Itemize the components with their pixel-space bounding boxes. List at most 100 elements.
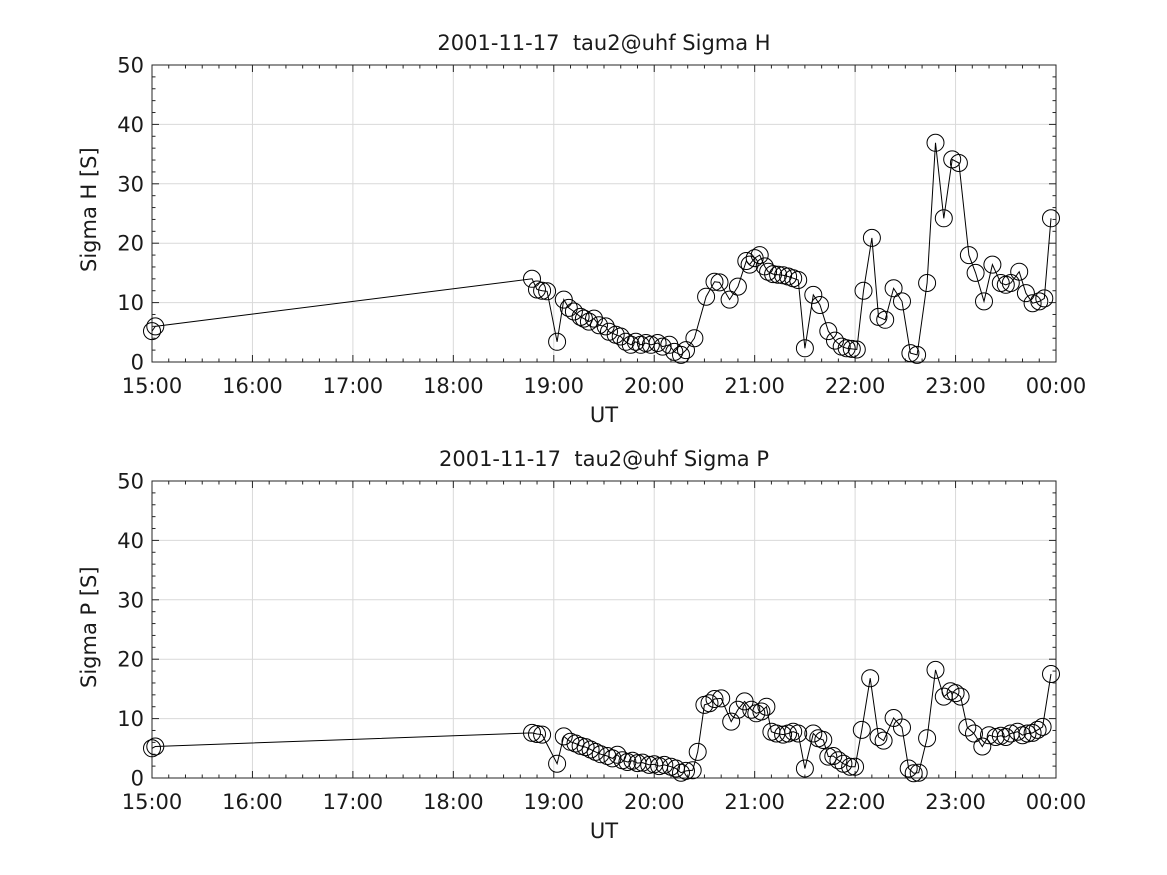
data-point	[1033, 717, 1052, 736]
data-point	[795, 759, 814, 778]
data-point	[841, 757, 860, 776]
data-point	[590, 316, 608, 335]
data-point	[884, 279, 903, 298]
y-tick-label: 0	[131, 767, 144, 791]
data-point	[975, 292, 993, 311]
data-point	[574, 309, 593, 328]
data-point	[958, 718, 977, 737]
data-point	[598, 747, 617, 765]
data-point	[854, 281, 873, 300]
y-tick-label: 10	[117, 707, 144, 731]
x-tick-label: 00:00	[1026, 790, 1087, 814]
x-tick-label: 15:00	[122, 790, 183, 814]
data-point	[538, 282, 557, 301]
data-point	[737, 252, 756, 270]
data-point	[1030, 292, 1049, 311]
data-point	[603, 749, 622, 768]
data-point	[973, 737, 992, 756]
x-tick-label: 21:00	[724, 374, 785, 398]
data-point	[720, 290, 739, 309]
data-point	[1035, 289, 1054, 308]
data-point	[705, 690, 724, 708]
data-point	[722, 712, 741, 731]
y-tick-label: 30	[117, 172, 144, 196]
data-point	[750, 246, 769, 265]
data-point	[683, 761, 702, 780]
data-point	[143, 322, 161, 341]
y-axis-label-sigma-p: Sigma P [S]	[77, 566, 101, 688]
data-point	[1023, 723, 1042, 742]
data-point	[959, 246, 978, 265]
y-tick-label: 10	[117, 291, 144, 315]
data-point	[641, 335, 660, 354]
data-point	[847, 340, 866, 359]
data-point	[1016, 284, 1035, 303]
data-point	[728, 277, 747, 296]
data-point	[712, 689, 731, 708]
data-point	[759, 262, 778, 281]
chart-title-sigma-p: 2001-11-17 tau2@uhf Sigma P	[438, 447, 769, 471]
data-point	[824, 747, 843, 765]
x-tick-label: 23:00	[925, 374, 986, 398]
data-point	[576, 738, 595, 757]
data-point	[983, 255, 1002, 274]
data-point	[548, 332, 567, 351]
data-point	[1042, 665, 1060, 683]
data-point	[899, 759, 918, 778]
data-point	[740, 255, 759, 274]
data-point	[146, 737, 165, 756]
data-point	[789, 724, 808, 743]
data-point	[533, 725, 552, 744]
y-tick-label: 50	[117, 470, 144, 494]
data-point	[1018, 724, 1037, 743]
data-point	[700, 694, 719, 713]
data-point	[965, 724, 983, 743]
data-point	[523, 269, 541, 288]
data-point	[811, 296, 829, 314]
data-point	[533, 281, 552, 300]
tick-labels: 15:00 16:00 17:00 18:00 19:00 20:00 21:00 22:00…	[117, 54, 1086, 399]
data-point	[804, 285, 823, 304]
x-tick-label: 22:00	[825, 790, 886, 814]
y-tick-label: 0	[131, 351, 144, 375]
series-markers	[143, 133, 1060, 364]
data-point	[869, 728, 888, 746]
x-tick-label: 20:00	[624, 790, 685, 814]
y-tick-label: 20	[117, 232, 144, 256]
data-point	[837, 339, 856, 358]
x-tick-label: 00:00	[1026, 374, 1087, 398]
data-point	[571, 307, 590, 326]
data-point	[951, 687, 970, 706]
data-point	[789, 271, 808, 289]
data-point	[764, 265, 783, 284]
data-point	[626, 332, 645, 351]
data-point	[893, 718, 911, 737]
y-tick-label: 40	[117, 113, 144, 137]
data-point	[559, 298, 578, 317]
data-point	[852, 720, 871, 739]
data-point	[842, 339, 861, 358]
data-point	[876, 310, 895, 329]
x-tick-label: 16:00	[222, 374, 283, 398]
data-point	[909, 763, 928, 782]
data-point	[655, 755, 674, 774]
data-point	[819, 322, 838, 341]
data-point	[1023, 294, 1042, 313]
series-line	[151, 669, 1052, 774]
data-point	[918, 729, 937, 748]
data-point	[648, 334, 667, 352]
y-tick-label: 50	[117, 54, 144, 78]
y-tick-label: 20	[117, 648, 144, 672]
x-tick-label: 18:00	[423, 374, 484, 398]
data-point	[795, 339, 814, 358]
data-point	[819, 747, 838, 766]
data-point	[528, 725, 546, 743]
data-point	[554, 727, 573, 746]
data-point	[146, 317, 165, 336]
data-point	[846, 757, 865, 776]
x-axis-label-ut-bottom: UT	[589, 819, 619, 843]
data-point	[672, 345, 690, 364]
x-tick-label: 21:00	[724, 790, 785, 814]
data-point	[548, 754, 567, 773]
